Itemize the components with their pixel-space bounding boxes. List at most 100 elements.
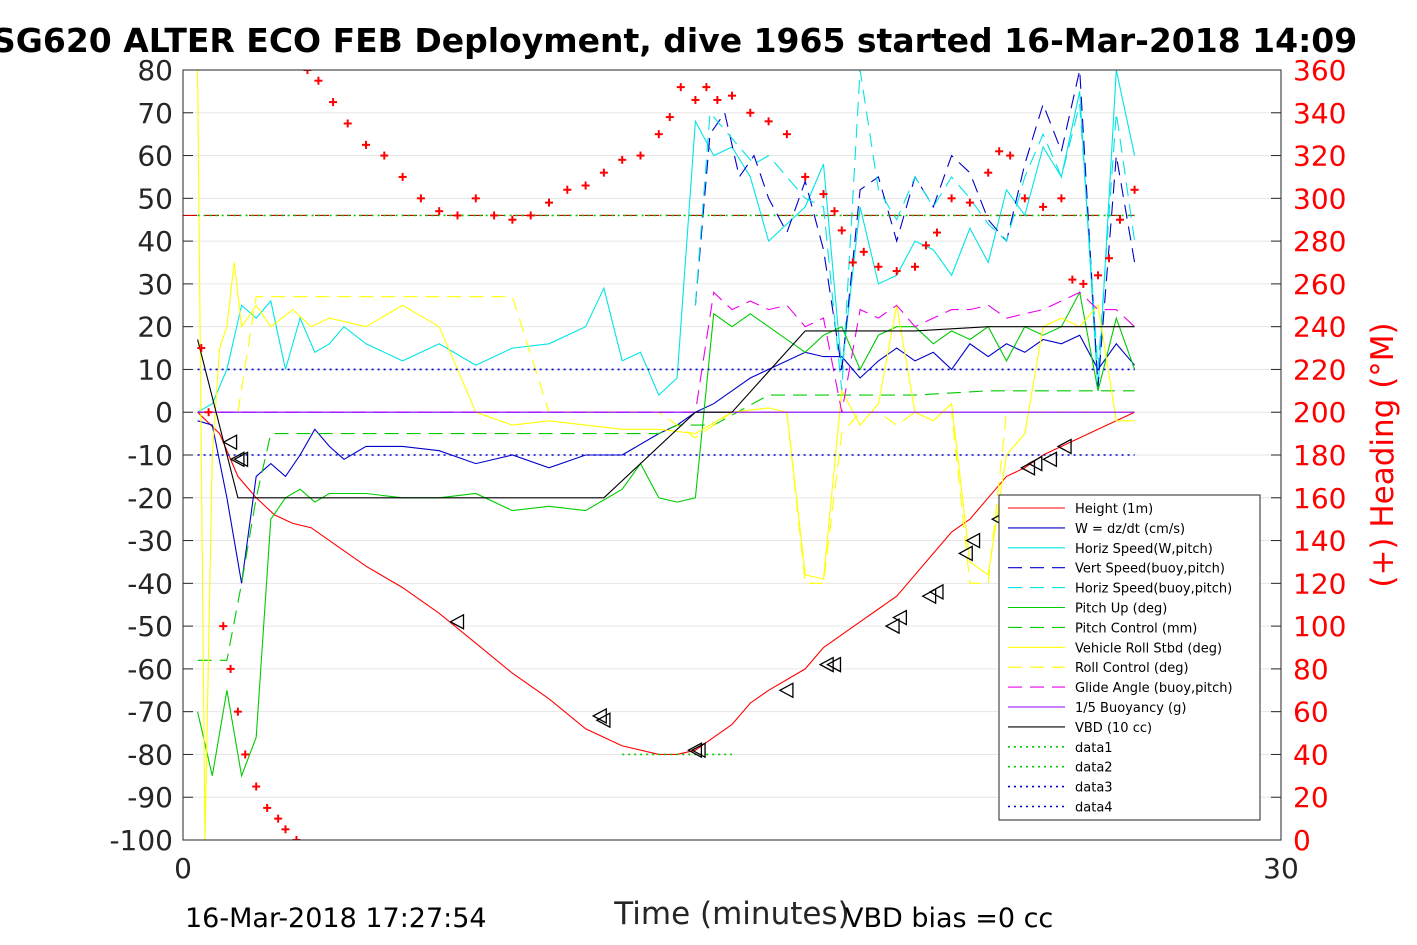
heading-point bbox=[204, 408, 213, 417]
right-tick-label: 100 bbox=[1293, 610, 1346, 643]
series-line-4 bbox=[694, 70, 1136, 391]
triangle-mark bbox=[1056, 438, 1072, 455]
legend-label: Vehicle Roll Stbd (deg) bbox=[1075, 641, 1222, 656]
series-line-5 bbox=[197, 290, 1136, 778]
legend-label: data1 bbox=[1075, 741, 1113, 756]
heading-point bbox=[746, 108, 755, 117]
legend-label: W = dz/dt (cm/s) bbox=[1075, 522, 1185, 537]
heading-point bbox=[947, 194, 956, 203]
triangle-mark bbox=[690, 742, 706, 759]
right-tick-label: 0 bbox=[1293, 824, 1311, 857]
heading-point bbox=[859, 247, 868, 256]
legend-label: data4 bbox=[1075, 801, 1113, 816]
triangle-mark bbox=[965, 532, 981, 549]
triangle-mark bbox=[891, 609, 908, 626]
heading-point bbox=[691, 95, 700, 104]
series-line-3 bbox=[694, 70, 1136, 387]
heading-point bbox=[490, 211, 499, 220]
heading-point bbox=[329, 98, 338, 107]
triangle-mark bbox=[591, 707, 607, 725]
left-tick-label: -30 bbox=[127, 525, 173, 558]
series-line-8 bbox=[237, 296, 1135, 584]
triangle-mark bbox=[818, 656, 834, 673]
legend-label: Vert Speed(buoy,pitch) bbox=[1075, 562, 1225, 577]
right-tick-label: 140 bbox=[1293, 525, 1346, 558]
heading-point bbox=[932, 228, 941, 237]
heading-point bbox=[281, 825, 290, 834]
triangle-mark bbox=[884, 618, 900, 635]
left-tick-label: 30 bbox=[137, 268, 173, 301]
right-tick-label: 120 bbox=[1293, 567, 1346, 600]
legend-label: VBD (10 cc) bbox=[1075, 721, 1152, 736]
right-tick-label: 200 bbox=[1293, 396, 1346, 429]
heading-point bbox=[676, 83, 685, 92]
triangle-mark bbox=[595, 712, 611, 729]
triangle-mark bbox=[1020, 459, 1036, 476]
legend-label: data3 bbox=[1075, 781, 1113, 796]
series-line-2 bbox=[197, 70, 1136, 413]
heading-point bbox=[892, 267, 901, 276]
heading-point bbox=[702, 83, 711, 92]
heading-point bbox=[654, 130, 663, 139]
legend-box bbox=[998, 494, 1261, 821]
heading-point bbox=[848, 258, 857, 267]
heading-point bbox=[801, 172, 810, 181]
heading-point bbox=[526, 211, 535, 220]
left-tick-label: -70 bbox=[127, 696, 173, 729]
triangle-mark bbox=[229, 451, 245, 468]
right-tick-label: 360 bbox=[1293, 54, 1346, 87]
heading-point bbox=[965, 198, 974, 207]
heading-point bbox=[618, 155, 627, 164]
legend: Height (1m) W = dz/dt (cm/s) Horiz Speed(W… bbox=[998, 494, 1261, 821]
heading-point bbox=[1130, 185, 1139, 194]
heading-point bbox=[1039, 202, 1048, 211]
heading-point bbox=[314, 76, 323, 85]
chart-title: SG620 ALTER ECO FEB Deployment, dive 196… bbox=[0, 21, 1357, 60]
right-tick-label: 40 bbox=[1293, 738, 1329, 771]
heading-point bbox=[1068, 275, 1077, 284]
left-tick-label: 70 bbox=[137, 97, 173, 130]
legend-label: Roll Control (deg) bbox=[1075, 661, 1189, 676]
left-tick-label: -20 bbox=[127, 482, 173, 515]
triangle-mark bbox=[1042, 451, 1058, 468]
heading-point bbox=[911, 262, 919, 271]
right-axis-ticks: 3603403203002802602402202001801601401201… bbox=[1271, 54, 1346, 857]
heading-point bbox=[274, 814, 283, 823]
left-tick-label: 0 bbox=[155, 396, 173, 429]
heading-point bbox=[435, 207, 444, 216]
heading-marks bbox=[197, 70, 1139, 840]
heading-point bbox=[837, 226, 846, 235]
heading-point bbox=[728, 91, 736, 100]
heading-point bbox=[343, 119, 352, 128]
right-tick-label: 340 bbox=[1293, 97, 1346, 130]
triangle-mark bbox=[449, 613, 465, 630]
heading-point bbox=[233, 707, 242, 716]
left-tick-label: -60 bbox=[127, 653, 173, 686]
legend-label: Height (1m) bbox=[1075, 502, 1153, 517]
right-tick-label: 320 bbox=[1293, 140, 1346, 173]
heading-point bbox=[545, 198, 553, 207]
heading-point bbox=[226, 664, 235, 673]
left-tick-label: -40 bbox=[127, 567, 173, 600]
right-tick-label: 300 bbox=[1293, 182, 1346, 215]
heading-point bbox=[782, 130, 791, 139]
heading-point bbox=[764, 117, 773, 126]
left-tick-label: -80 bbox=[127, 738, 173, 771]
heading-point bbox=[1104, 254, 1113, 263]
heading-point bbox=[1057, 194, 1066, 203]
heading-point bbox=[508, 215, 517, 224]
heading-point bbox=[581, 181, 590, 190]
triangle-mark bbox=[928, 583, 944, 600]
series-line-11 bbox=[197, 326, 1135, 499]
left-axis-ticks: 80 70 60 50 40 30 20 10 0 -10 -20 -30 -40 -50 -60 -70 -8… bbox=[109, 54, 193, 857]
series-line-0 bbox=[197, 411, 1135, 755]
heading-point bbox=[362, 140, 370, 149]
footer-vbd-bias: VBD bias =0 cc bbox=[845, 903, 1053, 934]
heading-point bbox=[1094, 271, 1102, 280]
right-tick-label: 20 bbox=[1293, 781, 1329, 814]
heading-point bbox=[303, 70, 312, 74]
triangle-mark bbox=[921, 588, 937, 605]
heading-point bbox=[471, 194, 480, 203]
right-tick-label: 280 bbox=[1293, 225, 1346, 258]
